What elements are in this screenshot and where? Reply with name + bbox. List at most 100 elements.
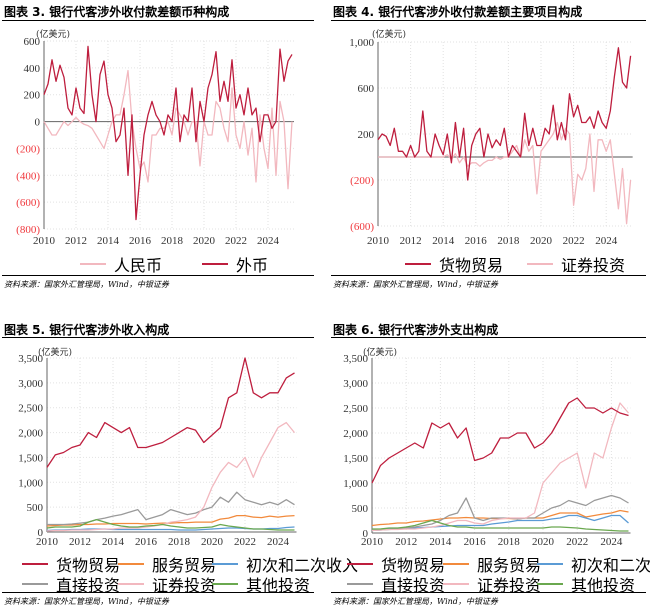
x-tick-label: 2010 xyxy=(361,536,384,548)
x-tick-label: 2014 xyxy=(429,536,452,548)
chart-4-title: 图表 4. 银行代客涉外收付款差额主要项目构成 xyxy=(333,5,583,19)
legend-label: 初次和二次收入 xyxy=(246,556,359,575)
chart-4: 1,000 600 200 (200) (600) 2010 2012 2014 2016 201… xyxy=(349,37,633,247)
legend-label: 初次和二次收入 xyxy=(571,556,650,575)
legend-label: 其他投资 xyxy=(246,576,311,595)
legend-label: 货物贸易 xyxy=(56,556,121,575)
y-tick-label: (600) xyxy=(350,221,374,233)
divider xyxy=(2,337,314,338)
x-tick-label: 2024 xyxy=(267,536,290,548)
y-tick-label: (600) xyxy=(16,197,40,209)
y-tick-label: 3,000 xyxy=(343,378,368,390)
unit-label: (亿美元) xyxy=(38,348,73,358)
legend-item: 服务贸易 xyxy=(118,552,216,576)
legend-item: 其他投资 xyxy=(537,572,635,596)
unit-label: (亿美元) xyxy=(36,30,71,40)
divider xyxy=(2,592,314,593)
x-tick-label: 2016 xyxy=(464,536,487,548)
legend-label: 证券投资 xyxy=(152,576,217,595)
y-tick-label: 600 xyxy=(358,83,375,95)
y-tick-label: 2,500 xyxy=(343,403,368,415)
x-tick-label: 2010 xyxy=(36,536,59,548)
divider xyxy=(331,20,646,21)
series-line-6 xyxy=(372,519,629,532)
y-tick-label: (200) xyxy=(16,143,40,155)
y-tick-label: 1,000 xyxy=(18,477,43,489)
series-line-6 xyxy=(46,518,295,531)
x-tick-label: 2012 xyxy=(65,235,87,247)
x-tick-label: 2018 xyxy=(161,235,184,247)
x-tick-label: 2012 xyxy=(395,536,417,548)
y-tick-label: 1,500 xyxy=(343,453,368,465)
legend-swatch xyxy=(527,263,553,265)
x-tick-label: 2010 xyxy=(33,235,56,247)
x-tick-label: 2020 xyxy=(193,235,216,247)
legend-label: 服务贸易 xyxy=(477,556,542,575)
x-tick-label: 2016 xyxy=(135,536,158,548)
legend-item: 证券投资 xyxy=(443,572,541,596)
divider xyxy=(331,275,646,276)
chart-3-title: 图表 3. 银行代客涉外收付款差额币种构成 xyxy=(4,5,230,19)
series-line-1 xyxy=(43,69,293,190)
x-tick-label: 2022 xyxy=(563,235,585,247)
source-note: 资料来源：国家外汇管理局，Wind，中银证券 xyxy=(4,597,169,606)
legend-swatch xyxy=(443,563,469,565)
x-tick-label: 2018 xyxy=(498,536,521,548)
y-tick-label: 200 xyxy=(24,90,41,102)
legend-item: 直接投资 xyxy=(347,572,445,596)
y-tick-label: (400) xyxy=(16,170,40,182)
y-tick-label: 0 xyxy=(363,528,369,540)
y-tick-label: 2,000 xyxy=(18,428,43,440)
legend-item: 证券投资 xyxy=(527,252,625,276)
legend-swatch xyxy=(118,583,144,585)
y-tick-label: (800) xyxy=(16,224,40,236)
y-tick-label: 3,000 xyxy=(18,378,43,390)
y-tick-label: 0 xyxy=(35,117,41,129)
x-tick-label: 2010 xyxy=(367,235,390,247)
y-tick-label: 2,000 xyxy=(343,428,368,440)
x-tick-label: 2016 xyxy=(465,235,488,247)
legend-swatch xyxy=(347,563,373,565)
legend-swatch xyxy=(537,563,563,565)
legend-item: 初次和二次收入 xyxy=(537,552,650,576)
x-tick-label: 2016 xyxy=(129,235,152,247)
legend-label: 其他投资 xyxy=(571,576,636,595)
legend-label: 直接投资 xyxy=(56,576,121,595)
legend-swatch xyxy=(537,583,563,585)
chart-3: 600 400 200 0 (200) (400) (600) (800)2010 2012 20… xyxy=(16,36,294,247)
x-tick-label: 2014 xyxy=(97,235,120,247)
series-line-5 xyxy=(371,402,629,532)
legend-swatch xyxy=(80,263,106,265)
x-tick-label: 2024 xyxy=(600,536,623,548)
y-tick-label: 400 xyxy=(24,63,41,75)
legend-label: 外币 xyxy=(236,256,269,275)
source-note: 资料来源：国家外汇管理局，Wind，中银证券 xyxy=(333,597,498,606)
chart-5-title: 图表 5. 银行代客涉外收入构成 xyxy=(4,323,170,337)
series-line-4 xyxy=(47,491,295,526)
x-tick-label: 2022 xyxy=(566,536,588,548)
legend-swatch xyxy=(202,263,228,265)
legend-label: 服务贸易 xyxy=(152,556,217,575)
x-tick-label: 2022 xyxy=(225,235,247,247)
y-tick-label: 600 xyxy=(24,36,41,48)
unit-label: (亿美元) xyxy=(372,30,407,40)
series-line-1 xyxy=(371,397,629,484)
y-tick-label: 500 xyxy=(352,503,369,515)
legend-swatch xyxy=(212,563,238,565)
x-tick-label: 2014 xyxy=(432,235,455,247)
divider xyxy=(2,20,314,21)
source-note: 资料来源：国家外汇管理局，Wind，中银证券 xyxy=(4,280,169,289)
y-tick-label: 500 xyxy=(27,502,44,514)
x-tick-label: 2020 xyxy=(530,235,553,247)
legend-swatch xyxy=(212,583,238,585)
chart-6-title: 图表 6. 银行代客涉外支出构成 xyxy=(333,323,499,337)
legend-swatch xyxy=(347,583,373,585)
series-line-2 xyxy=(378,121,632,225)
series-line-1 xyxy=(377,47,632,181)
series-line-3 xyxy=(371,514,629,532)
legend-item: 证券投资 xyxy=(118,572,216,596)
legend-item: 货物贸易 xyxy=(405,252,503,276)
y-tick-label: 0 xyxy=(38,527,44,539)
